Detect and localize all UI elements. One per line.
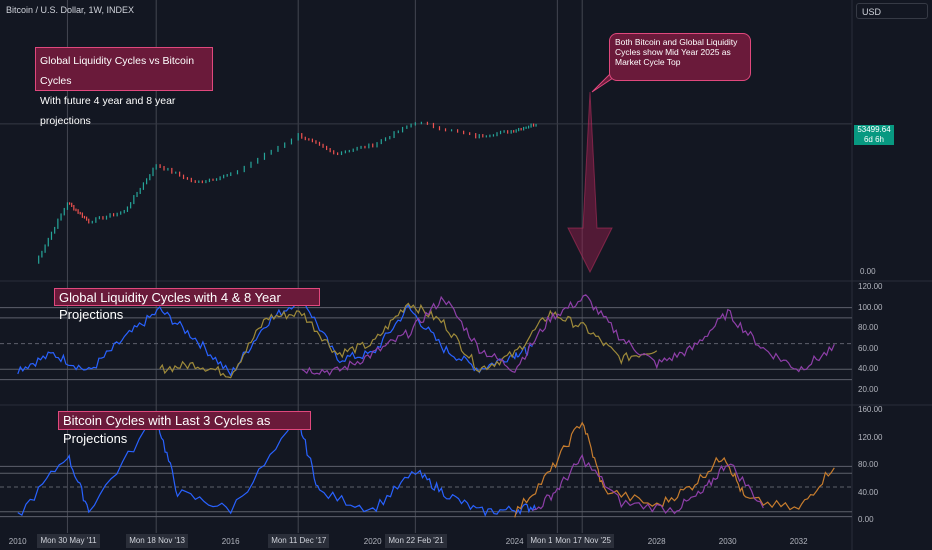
btc-cycle-tick: 0.00 <box>858 515 874 524</box>
btc-cycles-pane-title: Bitcoin Cycles with Last 3 Cycles as Pro… <box>58 411 311 446</box>
btc-cycle-tick: 80.00 <box>858 460 879 469</box>
btc-cycle-series-1 <box>514 421 835 518</box>
liquidity-tick: 80.00 <box>858 323 879 333</box>
date-marker-label: Mon 22 Feb '21 <box>385 534 447 548</box>
currency-selector[interactable]: USD <box>856 3 928 19</box>
btc-cycle-series-0 <box>17 416 537 517</box>
last-price-value: 53499.64 <box>857 125 891 134</box>
cycle-top-arrow <box>567 91 613 274</box>
date-marker-label: Mon 30 May '11 <box>37 534 100 548</box>
cycle-top-callout: Both Bitcoin and Global Liquidity Cycles… <box>609 33 751 81</box>
main-title-box: Global Liquidity Cycles vs Bitcoin Cycle… <box>35 47 213 127</box>
liquidity-tick: 100.00 <box>858 302 883 312</box>
liquidity-tick: 60.00 <box>858 343 879 353</box>
date-marker-label: Mon 17 Nov '25 <box>552 534 614 548</box>
btc-cycle-series-2 <box>532 453 764 515</box>
price-scale-label: 0.00 <box>860 267 876 276</box>
year-tick: 2020 <box>363 537 382 546</box>
btc-cycle-tick: 160.00 <box>858 405 883 414</box>
year-tick: 2024 <box>505 537 524 546</box>
bar-countdown: 6d 6h <box>863 135 885 144</box>
liquidity-tick: 40.00 <box>858 364 879 374</box>
last-price-tag[interactable]: 53499.64 6d 6h <box>854 125 894 145</box>
year-tick: 2028 <box>647 537 666 546</box>
year-tick: 2010 <box>8 537 27 546</box>
date-marker-label: Mon 18 Nov '13 <box>126 534 188 548</box>
liquidity-pane-title: Global Liquidity Cycles with 4 & 8 Year … <box>54 288 320 322</box>
btc-cycle-tick: 40.00 <box>858 487 879 497</box>
year-tick: 2016 <box>221 537 240 546</box>
date-marker-label: Mon 11 Dec '17 <box>268 534 330 548</box>
year-tick: 2030 <box>718 537 737 546</box>
liquidity-tick: 120.00 <box>858 282 883 291</box>
year-tick: 2032 <box>789 537 808 546</box>
btc-cycle-tick: 120.00 <box>858 432 883 442</box>
main-title-line1: Global Liquidity Cycles vs Bitcoin Cycle… <box>40 55 195 87</box>
symbol-title: Bitcoin / U.S. Dollar, 1W, INDEX <box>6 5 135 15</box>
liquidity-series-1 <box>159 302 658 379</box>
liquidity-series-2 <box>301 294 835 376</box>
main-title-line2: With future 4 year and 8 year projection… <box>40 95 176 127</box>
liquidity-tick: 20.00 <box>858 384 879 394</box>
